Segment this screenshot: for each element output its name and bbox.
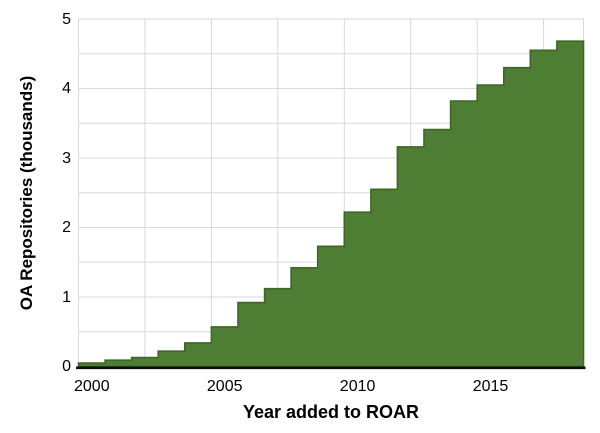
x-tick-label: 2000 [74, 378, 110, 395]
x-tick-label: 2010 [339, 378, 376, 395]
y-tick-label: 5 [62, 10, 71, 28]
x-tick-label: 2015 [472, 378, 509, 395]
x-axis-title: Year added to ROAR [242, 402, 420, 422]
y-tick-label: 3 [62, 149, 71, 167]
y-tick-label: 4 [62, 80, 71, 97]
y-axis-title: OA Repositories (thousands) [17, 75, 36, 311]
y-tick-label: 2 [62, 219, 71, 236]
area-series [77, 40, 585, 368]
x-tick-label: 2005 [206, 378, 243, 395]
y-tick-label: 1 [62, 288, 71, 306]
y-tick-label: 0 [62, 358, 71, 375]
